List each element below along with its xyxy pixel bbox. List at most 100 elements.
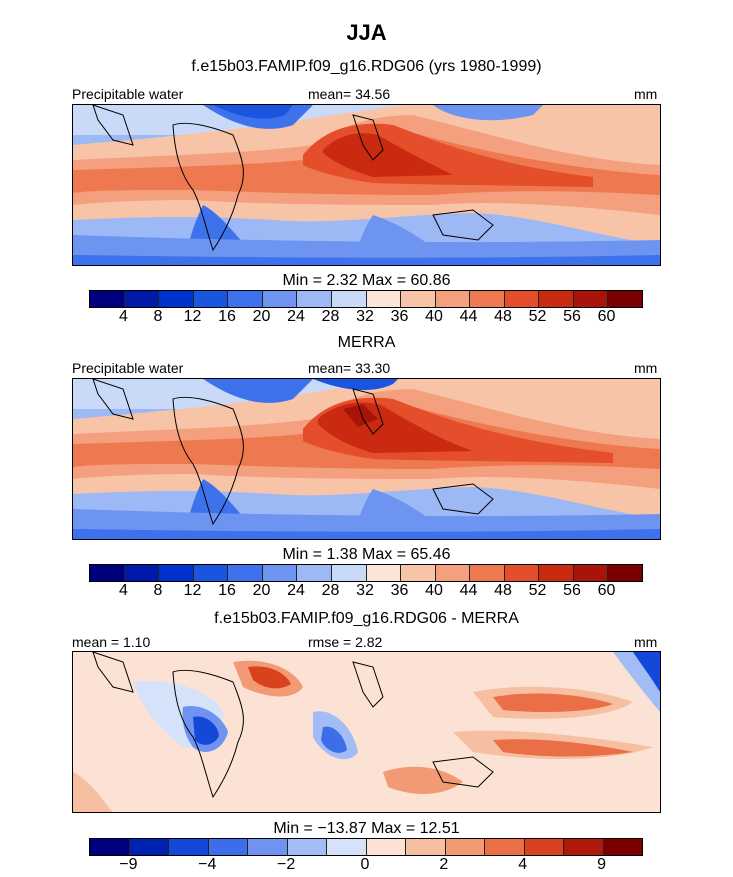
colorbar-swatch bbox=[504, 291, 540, 307]
colorbar-swatch bbox=[331, 565, 367, 581]
colorbar-swatch bbox=[406, 839, 446, 855]
panel-3-minmax: Min = −13.87 Max = 12.51 bbox=[273, 820, 460, 837]
colorbar-swatch bbox=[90, 839, 130, 855]
panel-2-subtitle: MERRA bbox=[337, 334, 396, 351]
colorbar-tick-label: 36 bbox=[390, 582, 409, 599]
colorbar-tick-label: 12 bbox=[183, 582, 202, 599]
colorbar-swatch bbox=[401, 565, 436, 581]
colorbar-swatch bbox=[159, 565, 194, 581]
colorbar-swatch bbox=[248, 839, 288, 855]
panel-3-colorbar bbox=[89, 838, 643, 856]
panel-1-mean-label: mean= 34.56 bbox=[308, 86, 391, 102]
colorbar-swatch bbox=[573, 291, 609, 307]
colorbar-tick-label: 28 bbox=[321, 308, 340, 325]
colorbar-swatch bbox=[193, 291, 229, 307]
panel-1-colorbar-ticks: 4 8 12 16 20 24 28 32 36 40 44 48 52 56 60 bbox=[89, 308, 641, 328]
colorbar-swatch bbox=[297, 291, 332, 307]
panel-1-colorbar bbox=[89, 290, 643, 308]
colorbar-swatch bbox=[262, 291, 298, 307]
panel-1-field bbox=[73, 105, 660, 265]
colorbar-tick-label: 8 bbox=[153, 582, 163, 599]
colorbar-swatch bbox=[603, 839, 642, 855]
panel-2-mean-label: mean= 33.30 bbox=[308, 360, 391, 376]
colorbar-tick-label: 4 bbox=[119, 308, 128, 325]
colorbar-swatch bbox=[366, 291, 402, 307]
colorbar-tick-label: 60 bbox=[597, 582, 616, 599]
panel-2-units-label: mm bbox=[634, 360, 658, 376]
colorbar-tick-label: 48 bbox=[494, 308, 512, 325]
colorbar-tick-label: 4 bbox=[119, 582, 128, 599]
colorbar-tick-label: 24 bbox=[287, 308, 305, 325]
colorbar-tick-label: 40 bbox=[425, 582, 443, 599]
colorbar-swatch bbox=[470, 565, 505, 581]
colorbar-swatch bbox=[331, 291, 367, 307]
colorbar-tick-label: 12 bbox=[183, 308, 202, 325]
colorbar-tick-label: 28 bbox=[321, 582, 340, 599]
colorbar-tick-label: 48 bbox=[494, 582, 512, 599]
colorbar-tick-label: 60 bbox=[597, 308, 616, 325]
colorbar-swatch bbox=[208, 839, 248, 855]
colorbar-swatch bbox=[470, 291, 505, 307]
colorbar-swatch bbox=[169, 839, 209, 855]
panel-1-subtitle: f.e15b03.FAMIP.f09_g16.RDG06 (yrs 1980-1… bbox=[191, 58, 542, 75]
panel-2-colorbar-ticks: 4 8 12 16 20 24 28 32 36 40 44 48 52 56 60 bbox=[89, 582, 641, 602]
colorbar-tick-label: 20 bbox=[252, 582, 271, 599]
colorbar-tick-label: 8 bbox=[153, 308, 163, 325]
panel-2-variable-label: Precipitable water bbox=[72, 360, 184, 376]
colorbar-tick-label: 36 bbox=[390, 308, 409, 325]
colorbar-tick-label: −2 bbox=[277, 856, 296, 873]
colorbar-swatch bbox=[90, 291, 125, 307]
colorbar-swatch bbox=[366, 839, 406, 855]
colorbar-swatch bbox=[124, 291, 160, 307]
colorbar-swatch bbox=[485, 839, 525, 855]
panel-3-rmse-label: rmse = 2.82 bbox=[308, 634, 383, 650]
colorbar-swatch bbox=[445, 839, 485, 855]
colorbar-swatch bbox=[539, 291, 574, 307]
panel-2-field bbox=[73, 379, 660, 539]
colorbar-tick-label: 4 bbox=[518, 856, 528, 873]
colorbar-swatch bbox=[159, 291, 194, 307]
panel-3-mean-label: mean = 1.10 bbox=[72, 634, 151, 650]
colorbar-swatch bbox=[327, 839, 367, 855]
colorbar-swatch bbox=[564, 839, 604, 855]
panel-3-units-label: mm bbox=[634, 634, 658, 650]
colorbar-tick-label: 24 bbox=[287, 582, 305, 599]
colorbar-swatch bbox=[435, 291, 471, 307]
panel-1-variable-label: Precipitable water bbox=[72, 86, 184, 102]
panel-3-field bbox=[73, 652, 660, 812]
colorbar-tick-label: −9 bbox=[119, 856, 138, 873]
colorbar-tick-label: 40 bbox=[425, 308, 443, 325]
colorbar-tick-label: 56 bbox=[563, 308, 581, 325]
colorbar-swatch bbox=[193, 565, 229, 581]
colorbar-swatch bbox=[608, 291, 642, 307]
colorbar-swatch bbox=[297, 565, 332, 581]
colorbar-tick-label: 2 bbox=[439, 856, 449, 873]
colorbar-swatch bbox=[228, 565, 263, 581]
panel-3-subtitle: f.e15b03.FAMIP.f09_g16.RDG06 - MERRA bbox=[214, 610, 519, 627]
colorbar-tick-label: 44 bbox=[459, 308, 478, 325]
figure-title: JJA bbox=[346, 20, 387, 45]
colorbar-tick-label: 52 bbox=[528, 308, 547, 325]
panel-3-colorbar-ticks: −9 −4 −2 0 2 4 9 bbox=[89, 856, 641, 876]
panel-2-colorbar bbox=[89, 564, 643, 582]
colorbar-swatch bbox=[504, 565, 540, 581]
colorbar-swatch bbox=[539, 565, 574, 581]
colorbar-tick-label: 16 bbox=[218, 308, 236, 325]
colorbar-swatch bbox=[401, 291, 436, 307]
colorbar-tick-label: 32 bbox=[356, 308, 374, 325]
panel-1-minmax: Min = 2.32 Max = 60.86 bbox=[282, 272, 451, 289]
colorbar-tick-label: 9 bbox=[597, 856, 607, 873]
colorbar-swatch bbox=[524, 839, 564, 855]
panel-1-units-label: mm bbox=[634, 86, 658, 102]
colorbar-tick-label: 44 bbox=[459, 582, 478, 599]
panel-3-map bbox=[72, 651, 661, 813]
colorbar-tick-label: 52 bbox=[528, 582, 547, 599]
colorbar-swatch bbox=[608, 565, 642, 581]
colorbar-swatch bbox=[228, 291, 263, 307]
panel-2-map bbox=[72, 378, 661, 540]
colorbar-tick-label: 16 bbox=[218, 582, 236, 599]
colorbar-tick-label: 20 bbox=[252, 308, 271, 325]
colorbar-swatch bbox=[129, 839, 169, 855]
colorbar-swatch bbox=[262, 565, 298, 581]
panel-2-minmax: Min = 1.38 Max = 65.46 bbox=[282, 546, 451, 563]
